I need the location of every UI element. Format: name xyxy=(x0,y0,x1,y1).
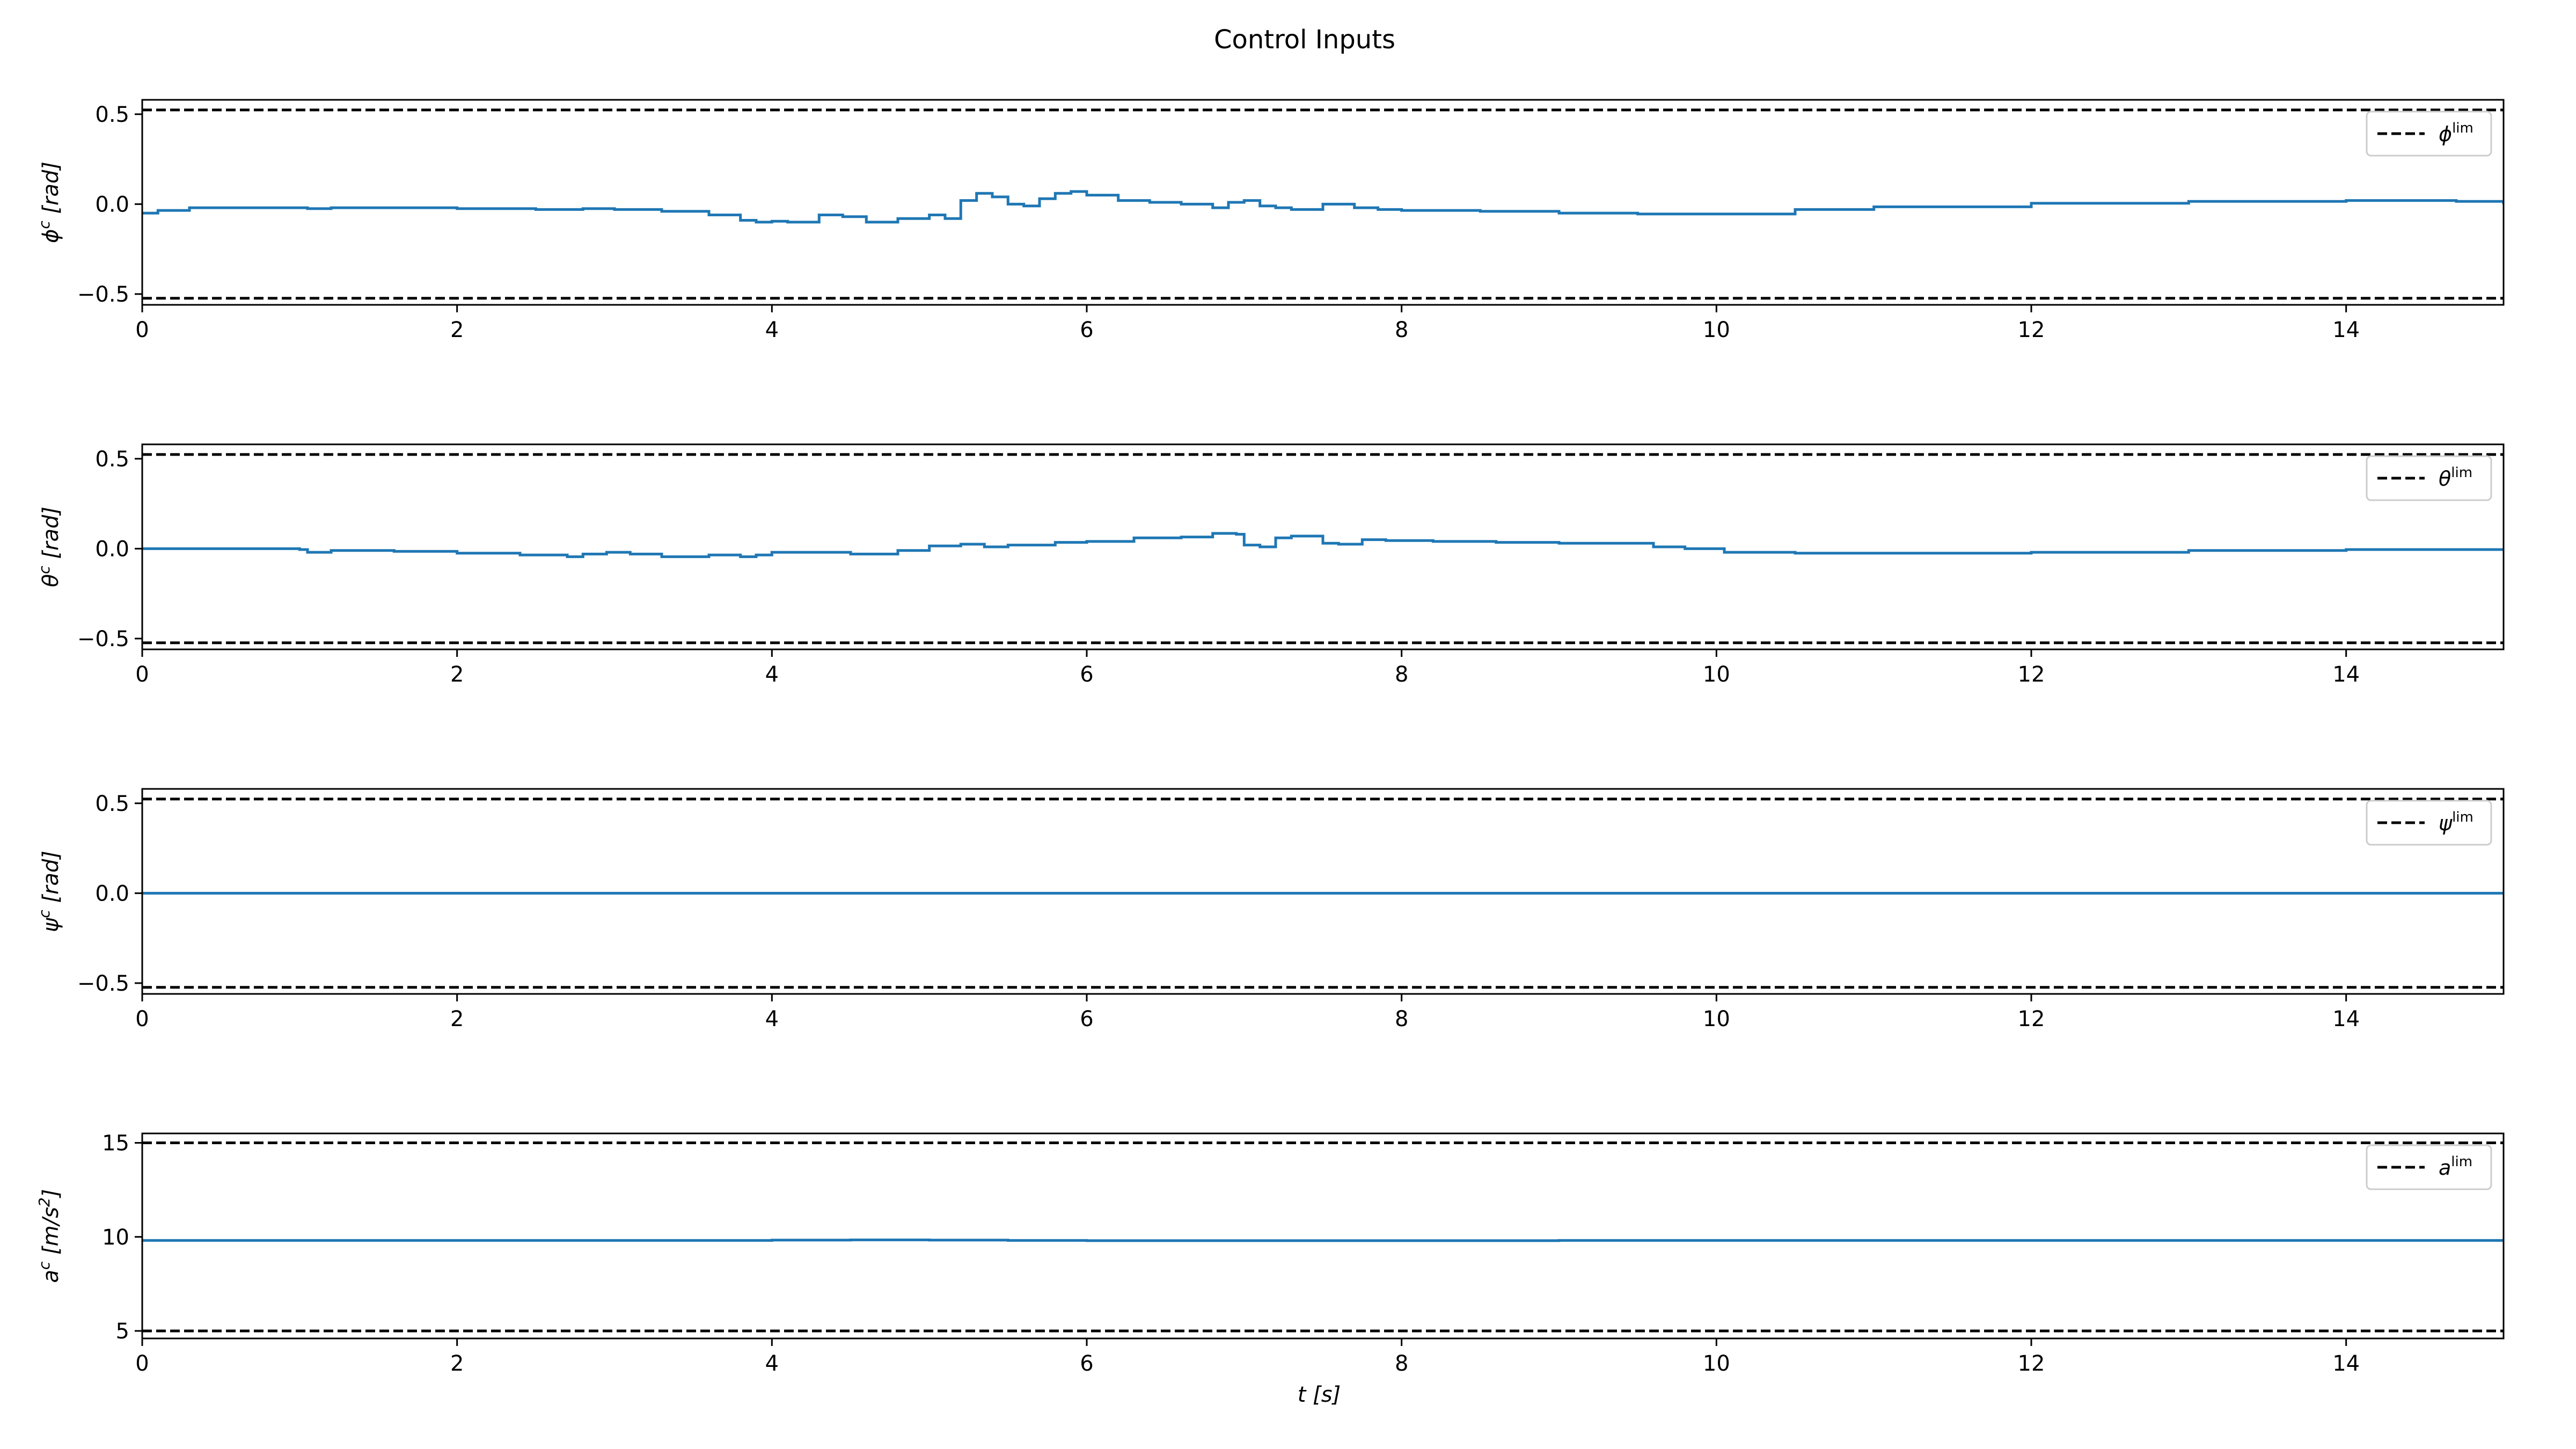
y-tick-label: 0.5 xyxy=(95,103,129,127)
y-tick-label: 0.0 xyxy=(95,192,129,217)
x-tick-label: 6 xyxy=(1080,662,1093,687)
x-tick-label: 4 xyxy=(765,318,779,342)
x-tick-label: 10 xyxy=(1703,1351,1730,1376)
x-tick-label: 12 xyxy=(2018,662,2045,687)
legend-label: θlim xyxy=(2439,465,2472,491)
x-tick-label: 14 xyxy=(2332,1351,2360,1376)
legend-label: ϕlim xyxy=(2439,120,2473,146)
y-tick-label: −0.5 xyxy=(77,282,129,307)
figure-title: Control Inputs xyxy=(1214,25,1395,55)
x-tick-label: 8 xyxy=(1395,1007,1408,1031)
y-tick-label: −0.5 xyxy=(77,971,129,996)
y-tick-label: 10 xyxy=(102,1225,129,1250)
y-axis-label: ac [m/s2] xyxy=(35,1189,63,1283)
y-tick-label: 5 xyxy=(116,1319,129,1344)
legend-label: alim xyxy=(2439,1154,2472,1180)
legend: ψlim xyxy=(2366,800,2492,846)
y-tick-label: 15 xyxy=(102,1131,129,1156)
x-tick-label: 2 xyxy=(450,318,464,342)
x-tick-label: 2 xyxy=(450,662,464,687)
y-tick-label: 0.5 xyxy=(95,792,129,816)
x-tick-label: 8 xyxy=(1395,318,1408,342)
subplots: 0 2 4 6 8 10 12 14 −0.5 0.0 0.5 ϕc [rad] ϕlim 0 2 4 6 8 10… xyxy=(35,99,2505,1376)
x-tick-label: 8 xyxy=(1395,1351,1408,1376)
y-axis-label: ψc [rad] xyxy=(35,851,63,932)
axes-frame xyxy=(141,99,2505,306)
x-tick-label: 0 xyxy=(135,1007,149,1031)
x-tick-label: 14 xyxy=(2332,1007,2360,1031)
x-tick-label: 2 xyxy=(450,1007,464,1031)
axes-frame xyxy=(141,1132,2505,1340)
x-tick-label: 14 xyxy=(2332,662,2360,687)
legend-box xyxy=(2366,800,2492,846)
x-tick-label: 12 xyxy=(2018,1007,2045,1031)
x-axis-label: t [s] xyxy=(1298,1382,1341,1407)
x-tick-label: 10 xyxy=(1703,662,1730,687)
legend-box xyxy=(2366,111,2492,157)
x-tick-label: 0 xyxy=(135,318,149,342)
y-axis-label: θc [rad] xyxy=(35,507,63,587)
x-tick-label: 6 xyxy=(1080,1007,1093,1031)
x-tick-label: 10 xyxy=(1703,1007,1730,1031)
subplot-4: 0 2 4 6 8 10 12 14 5 10 15 ac [m/s2] alim xyxy=(35,1131,2505,1376)
legend: θlim xyxy=(2366,455,2492,501)
x-tick-label: 12 xyxy=(2018,318,2045,342)
control-input-series xyxy=(142,532,2504,558)
axes-frame xyxy=(141,443,2505,650)
x-tick-label: 6 xyxy=(1080,318,1093,342)
x-tick-label: 4 xyxy=(765,662,779,687)
x-tick-label: 12 xyxy=(2018,1351,2045,1376)
y-tick-label: 0.0 xyxy=(95,881,129,906)
subplot-1: 0 2 4 6 8 10 12 14 −0.5 0.0 0.5 ϕc [rad] ϕlim xyxy=(35,99,2505,342)
legend: ϕlim xyxy=(2366,111,2492,157)
x-tick-label: 14 xyxy=(2332,318,2360,342)
x-tick-label: 0 xyxy=(135,1351,149,1376)
x-tick-label: 4 xyxy=(765,1007,779,1031)
control-input-series xyxy=(142,190,2504,224)
x-tick-label: 8 xyxy=(1395,662,1408,687)
y-axis-label: ϕc [rad] xyxy=(35,162,63,243)
x-tick-label: 0 xyxy=(135,662,149,687)
x-tick-label: 6 xyxy=(1080,1351,1093,1376)
subplot-3: 0 2 4 6 8 10 12 14 −0.5 0.0 0.5 ψc [rad] ψlim xyxy=(35,788,2505,1031)
legend: alim xyxy=(2366,1144,2492,1190)
legend-box xyxy=(2366,1144,2492,1190)
y-tick-label: 0.5 xyxy=(95,447,129,472)
axes-frame xyxy=(141,788,2505,995)
x-tick-label: 4 xyxy=(765,1351,779,1376)
legend-label: ψlim xyxy=(2439,809,2473,835)
legend-box xyxy=(2366,455,2492,501)
x-tick-label: 10 xyxy=(1703,318,1730,342)
y-tick-label: 0.0 xyxy=(95,537,129,561)
x-tick-label: 2 xyxy=(450,1351,464,1376)
y-tick-label: −0.5 xyxy=(77,627,129,652)
subplot-2: 0 2 4 6 8 10 12 14 −0.5 0.0 0.5 θc [rad] θlim xyxy=(35,443,2505,687)
